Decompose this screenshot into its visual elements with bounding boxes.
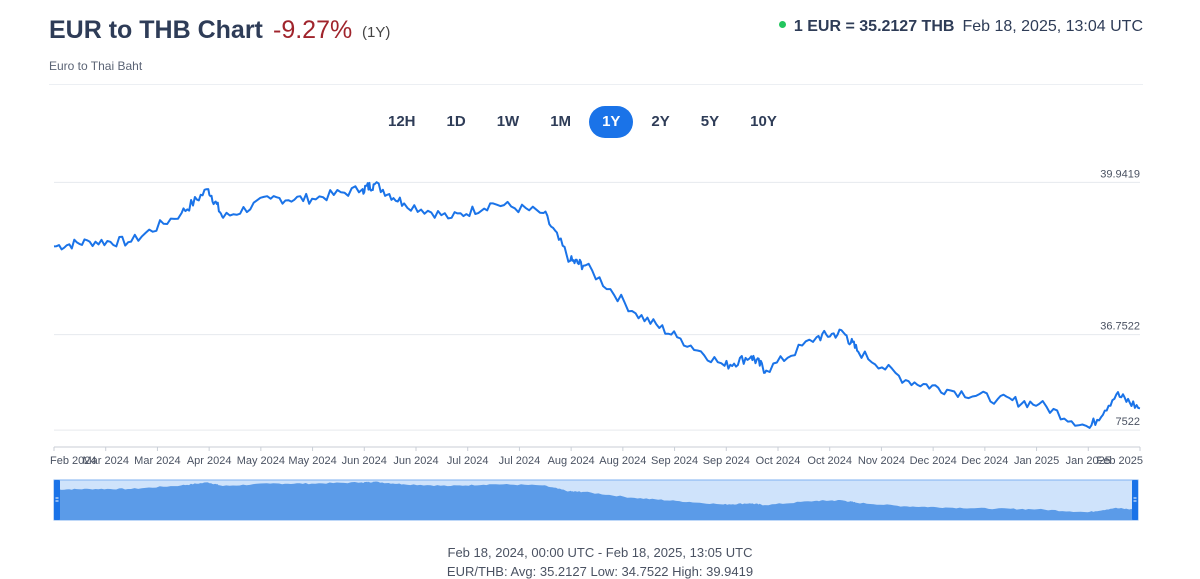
- range-tabs: 12H 1D 1W 1M 1Y 2Y 5Y 10Y: [375, 106, 795, 138]
- x-tick-label: Jun 2024: [342, 455, 387, 467]
- data-point: [361, 187, 365, 191]
- x-tick-label: Jul 2024: [499, 455, 541, 467]
- data-point: [372, 182, 376, 186]
- live-rate: 1 EUR = 35.2127 THB Feb 18, 2025, 13:04 U…: [778, 18, 1143, 36]
- data-point: [206, 187, 210, 191]
- data-point: [450, 216, 454, 220]
- stats-label: EUR/THB: Avg: 35.2127 Low: 34.7522 High:…: [446, 564, 754, 579]
- x-tick-label: Feb 2025: [1097, 455, 1143, 467]
- x-tick-label: Jun 2024: [393, 455, 438, 467]
- change-percent: -9.27%: [273, 16, 353, 44]
- data-point: [749, 354, 753, 358]
- data-point: [904, 378, 908, 382]
- tab-1w[interactable]: 1W: [496, 113, 520, 130]
- y-tick-label: 36.7522: [1100, 321, 1140, 333]
- page-title: EUR to THB Chart: [49, 16, 263, 44]
- x-tick-label: Aug 2024: [548, 455, 595, 467]
- x-tick-label: Sep 2024: [651, 455, 698, 467]
- tab-5y[interactable]: 5Y: [700, 113, 720, 130]
- data-point: [675, 335, 679, 339]
- tab-2y[interactable]: 2Y: [651, 113, 670, 130]
- data-point: [542, 211, 546, 215]
- x-tick-label: Feb 2024: [50, 455, 96, 467]
- data-point: [841, 330, 845, 334]
- data-point: [310, 197, 314, 201]
- x-tick-label: May 2024: [288, 455, 336, 467]
- date-range-label: Feb 18, 2024, 00:00 UTC - Feb 18, 2025, …: [447, 545, 753, 560]
- tab-12h[interactable]: 12H: [388, 113, 416, 130]
- navigator-right-handle[interactable]: [1132, 480, 1138, 520]
- x-tick-label: Jan 2025: [1014, 455, 1059, 467]
- x-tick-label: Jul 2024: [447, 455, 489, 467]
- data-point: [88, 240, 92, 244]
- chart-header: EUR to THB Chart -9.27% (1Y) Euro to Tha…: [49, 14, 1143, 85]
- x-tick-label: May 2024: [237, 455, 285, 467]
- x-tick-label: Oct 2024: [807, 455, 852, 467]
- data-point: [269, 197, 273, 201]
- data-point: [764, 369, 768, 373]
- tab-1m[interactable]: 1M: [550, 113, 572, 130]
- x-tick-label: Mar 2024: [134, 455, 180, 467]
- change-period: (1Y): [362, 24, 391, 41]
- data-point: [945, 388, 949, 392]
- x-tick-label: Sep 2024: [703, 455, 750, 467]
- data-point: [1088, 426, 1092, 430]
- data-point: [402, 201, 406, 205]
- x-tick-label: Dec 2024: [910, 455, 957, 467]
- data-point: [129, 240, 133, 244]
- rate-value: 1 EUR = 35.2127 THB: [793, 18, 955, 35]
- rate-timestamp: Feb 18, 2025, 13:04 UTC: [962, 18, 1143, 35]
- tab-10y[interactable]: 10Y: [750, 113, 777, 130]
- range-navigator[interactable]: [0, 472, 1200, 532]
- y-tick-label: 7522: [1116, 416, 1140, 428]
- data-point: [1138, 406, 1142, 410]
- data-point: [1114, 392, 1118, 396]
- data-point: [180, 211, 184, 215]
- navigator-left-handle[interactable]: [54, 480, 60, 520]
- data-point: [996, 397, 1000, 401]
- page-subtitle: Euro to Thai Baht: [49, 59, 143, 73]
- data-point: [634, 311, 638, 315]
- data-point: [723, 364, 727, 368]
- data-point: [568, 259, 572, 263]
- x-tick-label: Nov 2024: [858, 455, 905, 467]
- series-line: [53, 181, 1141, 429]
- x-tick-label: Apr 2024: [187, 455, 232, 467]
- data-point: [52, 244, 56, 248]
- tab-1y[interactable]: 1Y: [589, 106, 634, 138]
- x-tick-label: Oct 2024: [756, 455, 801, 467]
- live-status-icon: [778, 21, 786, 29]
- data-point: [856, 349, 860, 353]
- x-tick-label: Aug 2024: [599, 455, 646, 467]
- tab-1d[interactable]: 1D: [446, 113, 466, 130]
- data-point: [815, 335, 819, 339]
- data-point: [583, 264, 587, 268]
- y-tick-label: 39.9419: [1100, 168, 1140, 180]
- navigator-area: [54, 481, 1138, 520]
- data-point: [221, 216, 225, 220]
- data-point: [491, 201, 495, 205]
- data-point: [1037, 402, 1041, 406]
- x-tick-label: Dec 2024: [961, 455, 1008, 467]
- x-tick-label: Mar 2024: [82, 455, 128, 467]
- x-tick-label: Jan 2025: [1066, 455, 1111, 467]
